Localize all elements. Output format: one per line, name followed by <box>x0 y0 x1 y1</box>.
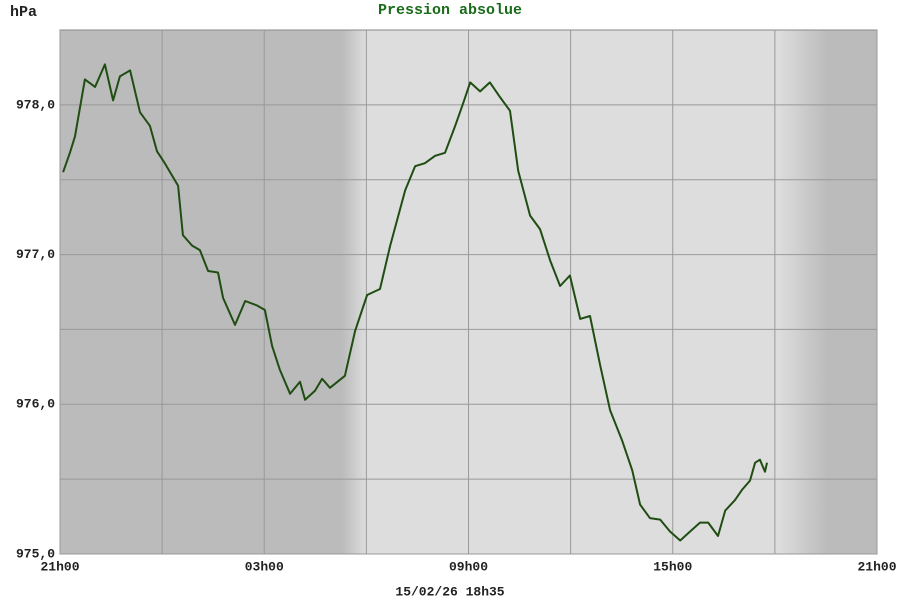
y-tick-label: 977,0 <box>16 247 55 262</box>
y-tick-label: 978,0 <box>16 97 55 112</box>
y-unit: hPa <box>10 4 37 21</box>
footer: 15/02/26 18h35 <box>395 584 504 599</box>
x-tick-label: 15h00 <box>653 559 692 574</box>
y-tick-label: 975,0 <box>16 546 55 561</box>
x-tick-label: 09h00 <box>449 559 488 574</box>
x-tick-label: 03h00 <box>245 559 284 574</box>
y-tick-label: 976,0 <box>16 397 55 412</box>
x-tick-label: 21h00 <box>40 559 79 574</box>
chart-title: Pression absolue <box>378 2 522 19</box>
data-line <box>62 63 768 542</box>
x-tick-label: 21h00 <box>857 559 896 574</box>
